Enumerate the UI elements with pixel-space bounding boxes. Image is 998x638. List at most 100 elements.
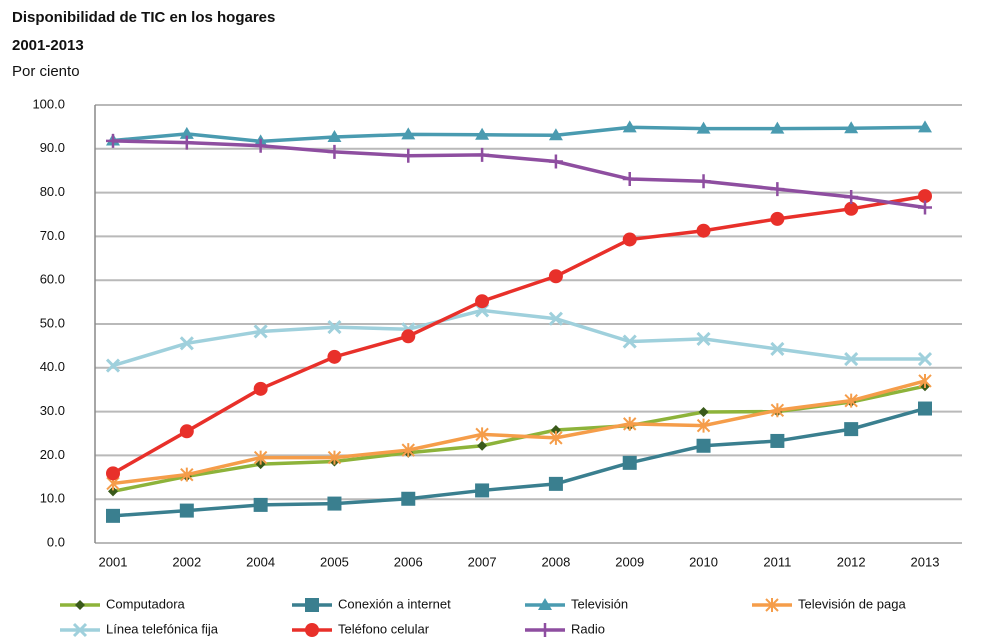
x-tick-label: 2011: [763, 554, 791, 569]
marker: [918, 120, 932, 133]
marker: [696, 174, 711, 189]
marker: [475, 427, 489, 442]
marker: [475, 127, 490, 140]
marker: [477, 440, 488, 451]
marker: [179, 336, 194, 351]
marker: [253, 450, 268, 465]
marker: [844, 189, 859, 204]
y-tick-label: 40.0: [40, 359, 65, 374]
marker: [327, 349, 342, 364]
chart-subtitle: 2001-2013: [12, 37, 84, 54]
marker: [549, 430, 563, 445]
series-line: [112, 194, 926, 475]
marker: [548, 154, 563, 169]
marker: [538, 623, 552, 637]
legend-marker: [538, 623, 552, 637]
marker: [696, 418, 711, 433]
x-tick-label: 2007: [468, 554, 497, 569]
marker: [106, 133, 120, 148]
marker: [305, 623, 319, 637]
marker: [180, 467, 194, 482]
series-line: [112, 308, 925, 368]
marker: [918, 200, 932, 215]
y-tick-label: 90.0: [40, 140, 65, 155]
marker: [305, 598, 319, 612]
marker: [179, 503, 194, 518]
marker: [622, 334, 637, 349]
y-tick-label: 70.0: [40, 228, 65, 243]
legend-label: Conexión a internet: [338, 596, 451, 611]
series-line: [112, 139, 926, 210]
y-tick-label: 10.0: [40, 491, 65, 506]
marker: [770, 403, 785, 418]
marker: [253, 381, 268, 396]
marker: [179, 135, 194, 150]
y-tick-label: 50.0: [40, 315, 65, 330]
marker: [770, 433, 785, 448]
marker: [622, 455, 637, 470]
marker: [548, 128, 563, 141]
chart-title: Disponibilidad de TIC en los hogares: [12, 9, 275, 26]
marker: [918, 373, 932, 388]
marker: [108, 486, 118, 497]
marker: [548, 311, 563, 326]
marker: [918, 189, 932, 204]
marker: [844, 422, 859, 437]
marker: [401, 443, 415, 458]
marker: [401, 329, 416, 344]
marker: [327, 496, 342, 511]
marker: [327, 129, 342, 142]
y-tick-label: 30.0: [40, 403, 65, 418]
marker: [72, 622, 88, 638]
marker: [475, 294, 490, 309]
marker: [698, 407, 709, 418]
marker: [844, 393, 858, 408]
marker: [770, 211, 785, 226]
marker: [401, 127, 416, 140]
legend-label: Radio: [571, 621, 605, 636]
marker: [918, 401, 932, 416]
marker: [179, 424, 194, 439]
marker: [696, 121, 711, 134]
marker: [696, 223, 711, 238]
x-tick-label: 2006: [394, 554, 423, 569]
marker: [770, 341, 785, 357]
x-tick-label: 2012: [837, 554, 866, 569]
marker: [75, 600, 85, 610]
marker: [475, 483, 490, 498]
marker: [327, 320, 342, 335]
x-tick-label: 2005: [320, 554, 349, 569]
marker: [253, 324, 268, 339]
legend-marker: [538, 598, 552, 610]
legend-marker: [765, 598, 779, 612]
x-tick-label: 2009: [615, 554, 644, 569]
x-tick-label: 2001: [99, 554, 128, 569]
series-line: [112, 379, 926, 486]
legend-marker: [72, 622, 88, 638]
y-tick-label: 20.0: [40, 447, 65, 462]
y-tick-label: 100.0: [32, 96, 65, 111]
x-tick-label: 2002: [172, 554, 201, 569]
marker: [106, 466, 120, 481]
marker: [401, 491, 416, 506]
legend-marker: [305, 623, 319, 637]
marker: [106, 508, 120, 523]
legend-label: Televisión de paga: [798, 596, 906, 611]
y-axis-label: Por ciento: [12, 63, 80, 80]
x-tick-label: 2013: [911, 554, 940, 569]
y-tick-label: 60.0: [40, 272, 65, 287]
marker: [253, 497, 268, 512]
marker: [844, 351, 859, 367]
marker: [696, 438, 711, 453]
marker: [253, 138, 268, 153]
legend-label: Teléfono celular: [338, 621, 430, 636]
marker: [623, 416, 637, 431]
legend-marker: [75, 600, 85, 610]
marker: [622, 120, 637, 133]
legend-label: Computadora: [106, 596, 186, 611]
legend-marker: [305, 598, 319, 612]
marker: [548, 269, 563, 284]
x-tick-label: 2004: [246, 554, 275, 569]
marker: [770, 121, 785, 134]
